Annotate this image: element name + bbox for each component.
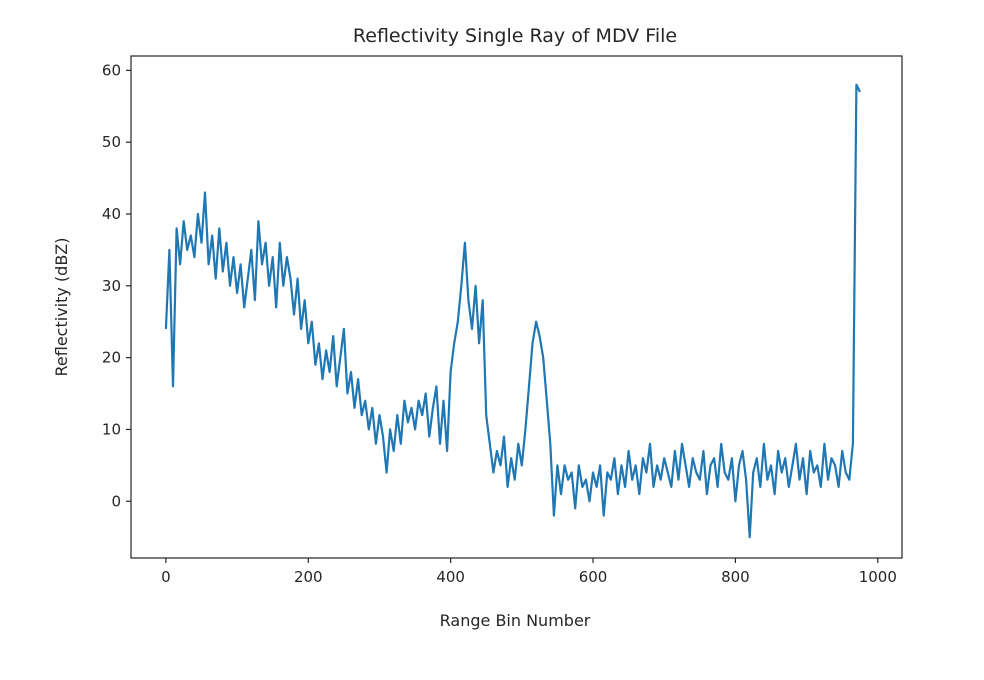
y-tick-label: 50 <box>102 133 121 151</box>
x-axis-label: Range Bin Number <box>440 611 591 630</box>
y-tick-label: 60 <box>102 61 121 79</box>
y-tick-label: 40 <box>102 205 121 223</box>
y-tick-label: 0 <box>111 492 121 510</box>
x-tick-label: 600 <box>579 568 608 586</box>
series-line-reflectivity <box>164 83 861 539</box>
x-tick-label: 0 <box>161 568 171 586</box>
x-tick-label: 800 <box>721 568 750 586</box>
plot-frame <box>130 55 903 559</box>
x-tick-label: 200 <box>294 568 323 586</box>
chart-title: Reflectivity Single Ray of MDV File <box>353 25 677 47</box>
y-tick-label: 20 <box>102 349 121 367</box>
y-tick-label: 30 <box>102 277 121 295</box>
x-tick-label: 1000 <box>859 568 897 586</box>
y-axis-label: Reflectivity (dBZ) <box>52 238 71 377</box>
y-tick-label: 10 <box>102 420 121 438</box>
x-tick-label: 400 <box>436 568 465 586</box>
